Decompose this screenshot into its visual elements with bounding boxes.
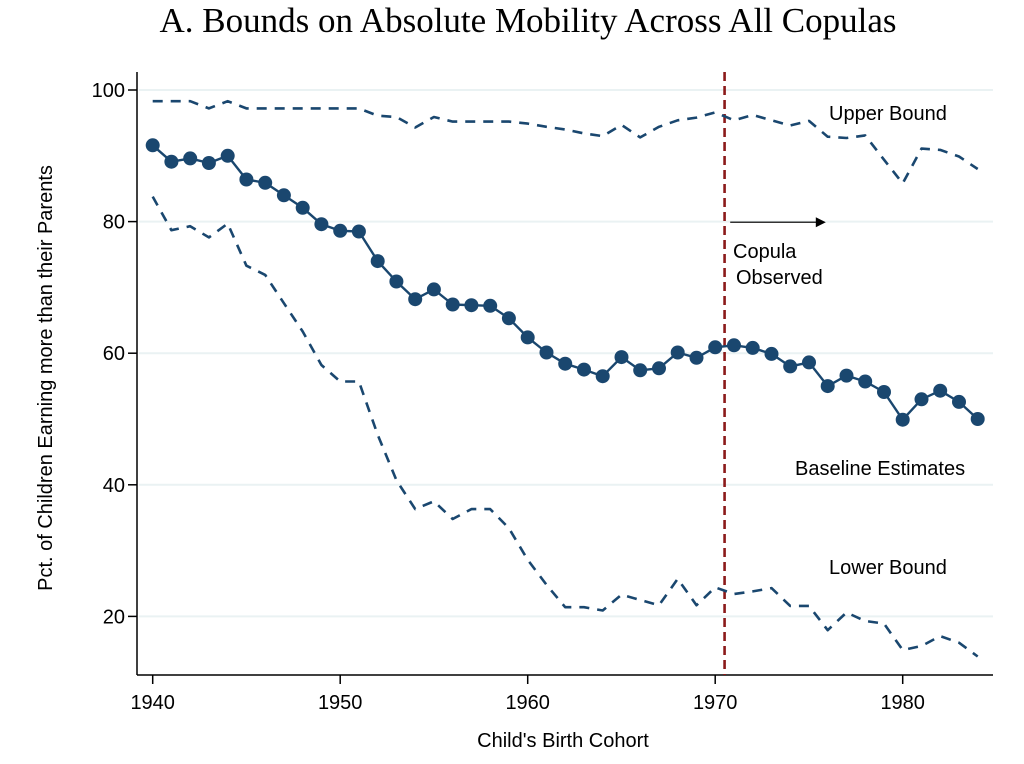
data-point [520, 330, 535, 345]
data-point [595, 369, 610, 384]
data-point [501, 311, 516, 326]
x-tick-label: 1970 [693, 692, 738, 714]
data-point [614, 350, 629, 365]
data-point [727, 338, 741, 353]
axes [136, 72, 993, 676]
copula-label: Copula [733, 241, 797, 263]
data-point [258, 175, 273, 190]
data-point [145, 138, 160, 153]
data-point [633, 363, 648, 378]
data-point [820, 379, 835, 394]
data-point [295, 200, 310, 215]
y-ticks: 20 40 60 80 100 [92, 80, 137, 628]
x-tick-label: 1950 [318, 692, 363, 714]
series-baseline-estimates [145, 138, 985, 427]
data-point [802, 355, 816, 370]
arrow-head-icon [815, 217, 826, 228]
data-point [351, 224, 366, 239]
chart-title: A. Bounds on Absolute Mobility Across Al… [160, 1, 897, 40]
x-ticks: 1940 1950 1960 1970 1980 [130, 675, 925, 714]
data-point [370, 254, 385, 269]
data-point [933, 383, 948, 398]
copula-observed-arrow [730, 217, 826, 228]
series-upper-bound [152, 99, 979, 185]
data-point [483, 298, 498, 313]
observed-label: Observed [736, 267, 823, 289]
data-point [558, 356, 573, 371]
data-point [539, 345, 554, 360]
data-point [577, 362, 591, 377]
data-point [445, 297, 460, 312]
baseline-estimates-line [151, 144, 979, 421]
gridlines [139, 89, 993, 618]
data-point [276, 188, 291, 203]
data-point [314, 217, 329, 232]
data-point [745, 340, 760, 355]
data-point [952, 394, 966, 409]
y-tick-label: 60 [103, 343, 125, 365]
upper-bound-line [152, 99, 979, 185]
data-point [220, 148, 235, 163]
data-point [426, 282, 441, 297]
upper-bound-label: Upper Bound [829, 103, 947, 125]
x-tick-label: 1960 [505, 692, 550, 714]
data-point [970, 412, 985, 426]
x-axis-label: Child's Birth Cohort [477, 730, 649, 752]
lower-bound-line [151, 195, 979, 658]
lower-bound-label: Lower Bound [829, 557, 947, 579]
x-tick-label: 1940 [130, 692, 175, 714]
data-point [183, 151, 198, 166]
data-point [333, 223, 348, 238]
data-point [652, 361, 666, 376]
y-tick-label: 20 [103, 606, 125, 628]
data-point [708, 340, 723, 355]
data-point [783, 359, 798, 374]
data-point [408, 292, 423, 307]
y-axis-label: Pct. of Children Earning more than their… [35, 165, 57, 591]
data-point [201, 156, 216, 170]
y-tick-label: 40 [103, 475, 125, 497]
data-point [239, 172, 254, 187]
baseline-estimates-label: Baseline Estimates [795, 458, 965, 480]
data-point [895, 412, 910, 427]
data-point [858, 374, 873, 389]
data-point [914, 392, 929, 407]
y-tick-label: 100 [92, 80, 125, 102]
data-point [670, 345, 685, 360]
data-point [839, 368, 854, 383]
data-point [877, 385, 891, 399]
series-lower-bound [151, 195, 979, 658]
data-point [389, 274, 404, 289]
data-point [464, 298, 479, 313]
x-tick-label: 1980 [880, 692, 925, 714]
data-point [764, 346, 779, 361]
y-tick-label: 80 [103, 212, 125, 234]
data-point [689, 350, 704, 365]
data-point [164, 154, 179, 169]
series-layer [145, 99, 985, 658]
